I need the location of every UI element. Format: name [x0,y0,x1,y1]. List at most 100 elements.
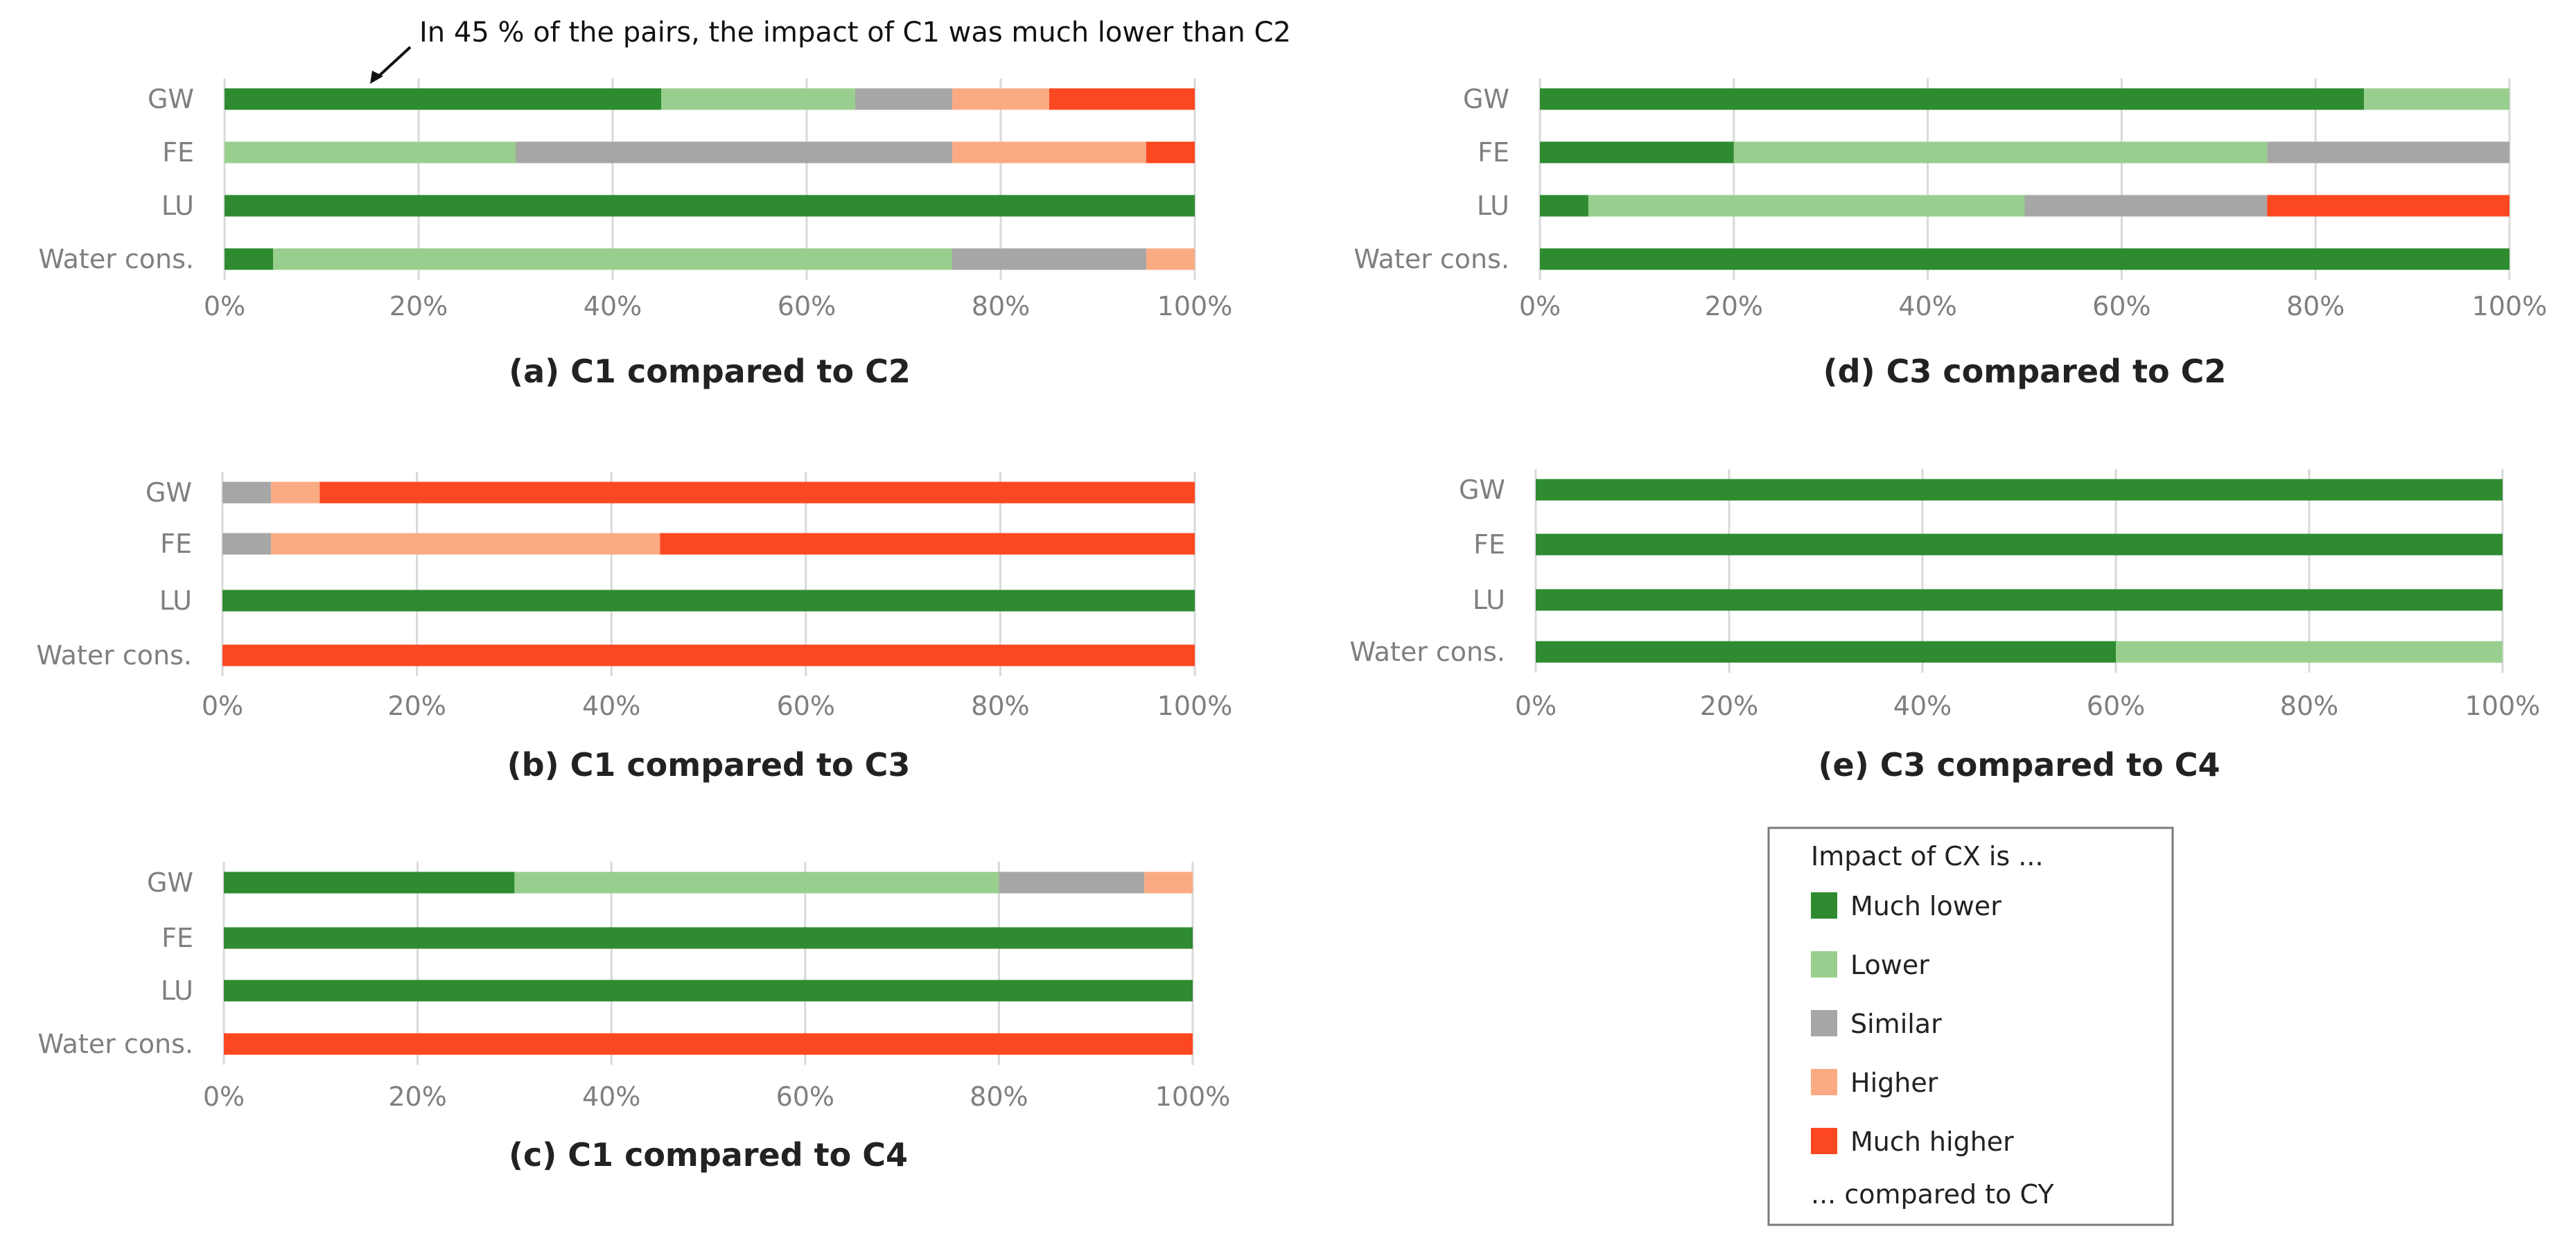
bar-segment-much-higher [319,481,1195,504]
bar-segment-similar [2024,195,2268,217]
x-tick-label: 20% [389,291,448,321]
chart-b: 0% 20% 40% 60% 80% 100% GW FE LU Water cons. (b) C… [36,472,1232,784]
x-tick-label: 100% [1157,691,1233,721]
category-label: FE [160,529,192,559]
bar-segment-much-lower [1536,479,2503,501]
x-tick-label: 100% [2472,291,2548,321]
x-tick-label: 40% [582,691,640,721]
bar-segment-similar [222,533,272,555]
bar-segment-much-lower [224,927,1193,949]
bar-segment-lower [1588,195,2025,217]
bar-segment-much-lower [1540,195,1588,217]
annotation-text: In 45 % of the pairs, the impact of C1 w… [419,17,1291,48]
x-tick-label: 40% [582,1081,640,1112]
category-label: FE [1473,529,1505,560]
x-tick-label: 40% [1898,291,1956,321]
x-tick-label: 80% [972,291,1030,321]
x-tick-label: 60% [2087,691,2145,721]
bar-segment-similar [952,248,1146,270]
x-tick-label: 80% [971,691,1029,721]
x-tick-label: 100% [2465,691,2541,721]
bar-segment-much-lower [1540,141,1734,163]
legend-swatch [1811,951,1837,978]
category-label: GW [1459,475,1505,505]
bar-segment-similar [2267,141,2509,163]
category-label: LU [1477,191,1509,221]
bar-segment-lower [661,88,855,110]
legend-label: Higher [1850,1068,1938,1098]
legend-swatch [1811,892,1837,919]
bar-segment-lower [1733,141,2268,163]
bar-segment-much-higher [224,1033,1193,1055]
bar-segment-much-lower [224,872,515,894]
x-tick-label: 40% [1893,691,1952,721]
legend-label: Lower [1850,950,1929,980]
x-tick-label: 0% [1515,691,1557,721]
x-tick-label: 0% [202,691,243,721]
legend-swatch [1811,1069,1837,1095]
category-label: FE [161,923,193,953]
category-label: LU [161,191,194,221]
x-tick-label: 0% [203,1081,245,1112]
legend-swatch [1811,1010,1837,1036]
legend: Impact of CX is ... Much lower Lower Simil… [1767,826,2174,1226]
legend-label: Much higher [1850,1126,2014,1157]
bar-segment-lower [2116,641,2503,663]
x-tick-label: 0% [204,291,245,321]
x-tick-label: 80% [2286,291,2345,321]
bar-segment-lower [2364,88,2509,110]
x-tick-label: 100% [1155,1081,1231,1112]
category-label: LU [1473,585,1505,615]
chart-title: (c) C1 compared to C4 [509,1136,908,1174]
x-tick-label: 20% [1705,291,1763,321]
category-label: FE [1478,137,1509,168]
legend-footer: ... compared to CY [1811,1179,2054,1210]
bar-segment-much-higher [1049,88,1195,110]
x-tick-label: 80% [2280,691,2338,721]
annotation-arrow-line [374,46,412,80]
chart-a: 0% 20% 40% 60% 80% 100% GW FE LU Water cons. (a) C… [38,78,1232,390]
annotation: In 45 % of the pairs, the impact of C1 w… [370,17,1291,84]
bar-segment-higher [271,481,320,504]
x-tick-label: 20% [387,691,446,721]
bar-segment-lower [225,141,516,163]
bar-segment-lower [514,872,999,894]
x-tick-label: 80% [970,1081,1028,1112]
category-label: Water cons. [37,1029,193,1059]
bar-segment-similar [222,481,272,504]
chart-title: (e) C3 compared to C4 [1818,746,2220,784]
category-label: LU [161,975,193,1006]
category-label: Water cons. [38,244,194,274]
bar-segment-much-lower [1536,589,2503,611]
legend-swatch [1811,1128,1837,1154]
x-tick-label: 20% [1700,691,1758,721]
bar-segment-much-higher [660,533,1195,555]
bar-segment-much-higher [2267,195,2509,217]
category-label: GW [1463,84,1509,114]
x-tick-label: 0% [1519,291,1561,321]
bar-segment-much-lower [1540,88,2365,110]
bar-segment-much-lower [225,248,273,270]
x-tick-label: 40% [584,291,642,321]
legend-items: Much lower Lower Similar Higher Much higher [1811,891,2014,1157]
bar-segment-similar [516,141,952,163]
category-label: GW [148,84,194,114]
x-tick-label: 60% [778,291,836,321]
bar-segment-much-lower [1536,533,2503,556]
bar-segment-higher [271,533,660,555]
category-label: Water cons. [36,640,192,671]
chart-panels: 0% 20% 40% 60% 80% 100% GW FE LU Water cons. (a) C… [36,78,2547,1174]
category-label: GW [147,867,193,898]
bar-segment-much-lower [1540,248,2509,270]
bar-segment-much-higher [222,644,1195,666]
x-tick-label: 20% [388,1081,446,1112]
chart-e: 0% 20% 40% 60% 80% 100% GW FE LU Water cons. (e) C… [1349,469,2540,784]
bar-segment-much-lower [1536,641,2116,663]
category-label: LU [159,585,192,616]
bar-segment-much-lower [225,88,661,110]
legend-label: Similar [1850,1009,1942,1039]
chart-title: (b) C1 compared to C3 [507,746,911,784]
annotation-arrow-head [370,71,383,84]
chart-c: 0% 20% 40% 60% 80% 100% GW FE LU Water cons. (c) C… [37,862,1230,1174]
